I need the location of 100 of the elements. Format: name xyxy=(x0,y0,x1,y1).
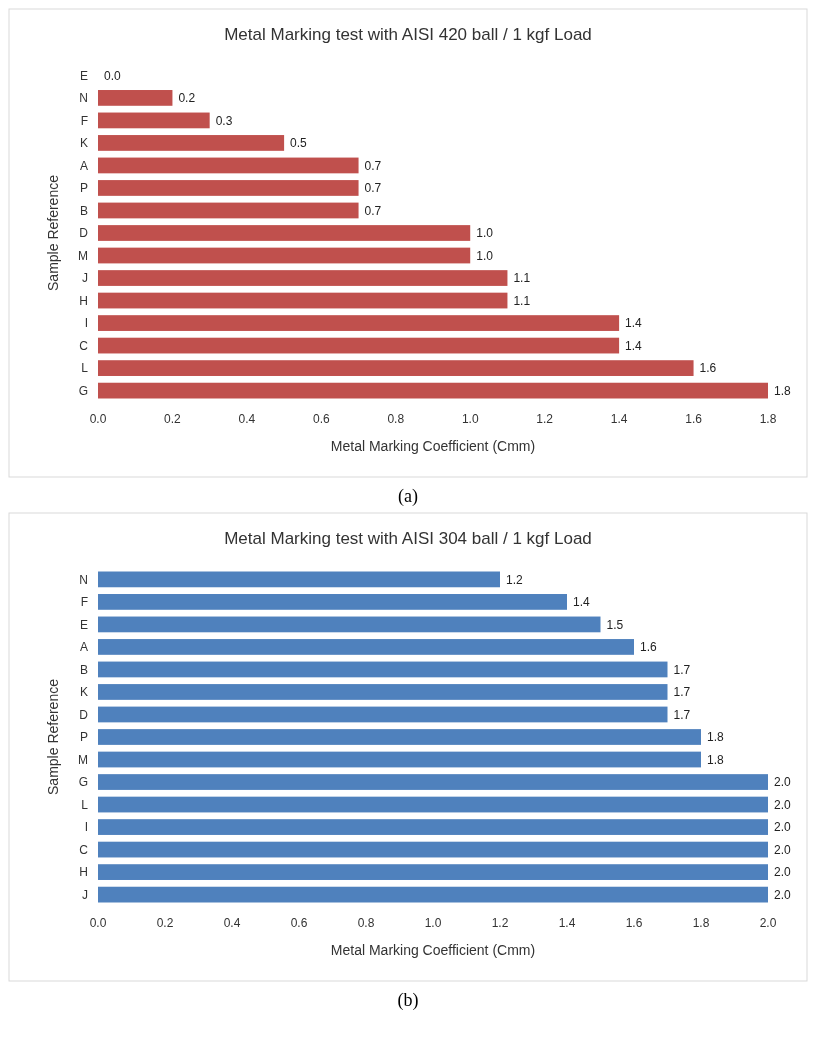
bar xyxy=(98,135,285,151)
text: (b) xyxy=(397,990,419,1011)
x-tick-label: 2.0 xyxy=(759,916,777,930)
x-tick-label: 1.0 xyxy=(461,412,479,426)
bar xyxy=(98,571,500,588)
bar xyxy=(98,774,768,790)
data-label: 0.2 xyxy=(178,91,196,106)
x-tick-label: 1.8 xyxy=(692,916,710,930)
x-axis-title: Metal Marking Coefficient (Cmm) xyxy=(330,438,536,454)
x-tick-label: 0.2 xyxy=(164,412,182,426)
x-tick-label: 0.4 xyxy=(238,412,256,426)
y-tick-label: M xyxy=(78,752,88,767)
y-tick-label: C xyxy=(79,338,89,353)
chart-title: Metal Marking test with AISI 304 ball / 1 kgf Load xyxy=(224,529,592,548)
data-label: 1.0 xyxy=(476,248,494,263)
y-axis-title: Sample Reference xyxy=(45,174,61,291)
data-label: 0.7 xyxy=(364,181,382,196)
data-label: 1.8 xyxy=(774,383,792,398)
data-label: 1.6 xyxy=(640,640,658,655)
y-tick-label: I xyxy=(84,820,88,835)
y-tick-label: G xyxy=(78,775,88,790)
bar xyxy=(98,661,668,678)
x-tick-label: 0.4 xyxy=(223,916,241,930)
data-label: 1.4 xyxy=(625,338,643,353)
y-tick-label: C xyxy=(79,842,89,857)
bar xyxy=(98,112,210,129)
data-label: 1.5 xyxy=(606,617,624,632)
bar xyxy=(98,706,668,723)
data-label: 1.7 xyxy=(673,685,691,700)
x-tick-label: 1.4 xyxy=(558,916,576,930)
y-tick-label: A xyxy=(79,158,88,173)
bar xyxy=(98,360,694,376)
y-tick-label: P xyxy=(79,181,88,196)
chart-title: Metal Marking test with AISI 420 ball / 1 kgf Load xyxy=(224,25,592,44)
data-label: 2.0 xyxy=(774,775,792,790)
bar xyxy=(98,180,359,196)
x-axis-title: Metal Marking Coefficient (Cmm) xyxy=(330,942,536,958)
x-tick-label: 1.2 xyxy=(536,412,554,426)
y-tick-label: H xyxy=(79,865,88,880)
x-tick-label: 1.4 xyxy=(610,412,628,426)
y-tick-label: N xyxy=(79,572,88,587)
data-label: 1.8 xyxy=(707,730,725,745)
bar xyxy=(98,157,359,174)
y-tick-label: K xyxy=(79,685,88,700)
y-tick-label: E xyxy=(79,68,88,83)
bar xyxy=(98,337,620,354)
bar xyxy=(98,684,668,700)
x-tick-label: 0.6 xyxy=(312,412,330,426)
bar xyxy=(98,382,768,399)
bar xyxy=(98,639,634,655)
bar xyxy=(98,247,471,264)
data-label: 2.0 xyxy=(774,865,792,880)
data-label: 0.7 xyxy=(364,203,382,218)
bar xyxy=(98,292,508,309)
text: (a) xyxy=(398,486,418,507)
data-label: 1.1 xyxy=(513,271,531,286)
x-tick-label: 1.0 xyxy=(424,916,442,930)
data-label: 1.6 xyxy=(699,361,717,376)
bar xyxy=(98,796,768,813)
bar xyxy=(98,819,768,835)
bar xyxy=(98,315,620,331)
x-tick-label: 0.6 xyxy=(290,916,308,930)
data-label: 1.4 xyxy=(573,595,591,610)
x-tick-label: 0.0 xyxy=(89,412,107,426)
y-tick-label: A xyxy=(79,640,88,655)
data-label: 0.5 xyxy=(290,136,308,151)
y-tick-label: L xyxy=(81,361,89,376)
data-label: 2.0 xyxy=(774,820,792,835)
y-tick-label: D xyxy=(79,707,89,722)
data-label: 1.7 xyxy=(673,662,691,677)
y-axis-title: Sample Reference xyxy=(45,678,61,795)
y-tick-label: E xyxy=(79,617,88,632)
y-tick-label: J xyxy=(82,887,88,902)
data-label: 0.3 xyxy=(215,113,233,128)
x-tick-label: 0.0 xyxy=(89,916,107,930)
x-tick-label: 0.8 xyxy=(387,412,405,426)
bar xyxy=(98,751,701,768)
data-label: 1.4 xyxy=(625,316,643,331)
y-tick-label: F xyxy=(80,595,88,610)
y-tick-label: L xyxy=(81,797,89,812)
y-tick-label: M xyxy=(78,248,88,263)
data-label: 1.8 xyxy=(707,752,725,767)
bar xyxy=(98,594,567,610)
data-label: 2.0 xyxy=(774,842,792,857)
data-label: 2.0 xyxy=(774,797,792,812)
y-tick-label: F xyxy=(80,113,88,128)
bar xyxy=(98,886,768,903)
x-tick-label: 1.6 xyxy=(685,412,703,426)
bar xyxy=(98,270,508,286)
data-label: 1.0 xyxy=(476,226,494,241)
y-tick-label: G xyxy=(78,383,88,398)
x-tick-label: 0.8 xyxy=(357,916,375,930)
y-tick-label: H xyxy=(79,293,88,308)
bar xyxy=(98,202,359,219)
bar xyxy=(98,729,701,745)
data-label: 2.0 xyxy=(774,887,792,902)
data-label: 0.0 xyxy=(104,68,122,83)
y-tick-label: B xyxy=(79,203,88,218)
data-label: 1.2 xyxy=(506,572,524,587)
x-tick-label: 1.8 xyxy=(759,412,777,426)
